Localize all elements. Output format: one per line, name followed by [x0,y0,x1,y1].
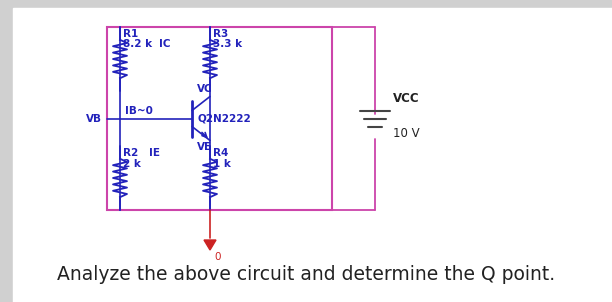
Text: IC: IC [159,39,171,49]
Text: IB~0: IB~0 [125,105,153,115]
Text: IE: IE [149,148,160,158]
Text: 0: 0 [214,252,220,262]
Text: R3: R3 [213,29,228,39]
Polygon shape [204,240,216,250]
Text: R1: R1 [123,29,138,39]
Text: R4: R4 [213,148,228,158]
Text: VB: VB [86,114,102,124]
Text: VC: VC [197,85,212,95]
Text: 10 V: 10 V [393,127,420,140]
Text: 2 k: 2 k [123,159,141,169]
Text: 8.2 k: 8.2 k [123,39,152,49]
Text: VE: VE [197,143,212,153]
Text: R2: R2 [123,148,138,158]
Text: Q2N2222: Q2N2222 [197,114,251,124]
Text: 1 k: 1 k [213,159,231,169]
Text: VCC: VCC [393,92,420,105]
Text: Analyze the above circuit and determine the Q point.: Analyze the above circuit and determine … [57,265,555,284]
Bar [107,27,332,210]
Text: 3.3 k: 3.3 k [213,39,242,49]
